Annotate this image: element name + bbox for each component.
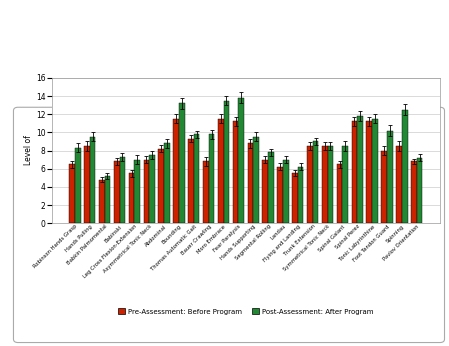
- Bar: [366, 121, 372, 223]
- Bar: [292, 173, 298, 223]
- Bar: [238, 98, 244, 223]
- Bar: [277, 167, 283, 223]
- Bar: [387, 130, 392, 223]
- Bar: [194, 134, 199, 223]
- Bar: [203, 161, 209, 223]
- Bar: [283, 160, 289, 223]
- Bar: [158, 149, 164, 223]
- Bar: [134, 160, 140, 223]
- Bar: [263, 160, 268, 223]
- Bar: [224, 101, 229, 223]
- Bar: [119, 157, 125, 223]
- Bar: [253, 137, 259, 223]
- Bar: [90, 137, 96, 223]
- Bar: [149, 155, 155, 223]
- Bar: [105, 176, 110, 223]
- Bar: [218, 119, 224, 223]
- Bar: [84, 146, 90, 223]
- Bar: [298, 167, 304, 223]
- Bar: [313, 142, 318, 223]
- Bar: [233, 121, 238, 223]
- Bar: [357, 116, 363, 223]
- Bar: [164, 143, 170, 223]
- Bar: [328, 146, 333, 223]
- Bar: [381, 151, 387, 223]
- Bar: [411, 161, 417, 223]
- Bar: [129, 173, 134, 223]
- Bar: [173, 119, 179, 223]
- Bar: [209, 134, 214, 223]
- Bar: [322, 146, 328, 223]
- Bar: [372, 119, 378, 223]
- Bar: [396, 146, 402, 223]
- Bar: [352, 121, 357, 223]
- Bar: [144, 160, 149, 223]
- Legend: Pre-Assessment: Before Program, Post-Assessment: After Program: Pre-Assessment: Before Program, Post-Ass…: [117, 307, 375, 316]
- Bar: [268, 152, 274, 223]
- Bar: [99, 180, 105, 223]
- Bar: [188, 139, 194, 223]
- Bar: [69, 164, 75, 223]
- Bar: [417, 158, 423, 223]
- Bar: [343, 146, 348, 223]
- Y-axis label: Level of: Level of: [24, 136, 33, 165]
- Bar: [402, 110, 408, 223]
- Bar: [337, 164, 343, 223]
- Bar: [179, 103, 185, 223]
- Bar: [307, 146, 313, 223]
- Bar: [114, 161, 119, 223]
- Bar: [75, 148, 80, 223]
- Bar: [247, 143, 253, 223]
